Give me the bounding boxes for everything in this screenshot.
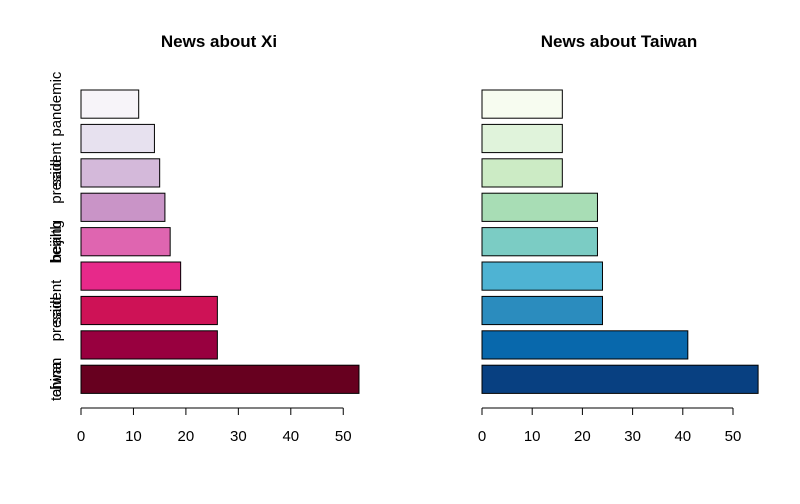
bar bbox=[481, 295, 603, 326]
x-tick-label: 30 bbox=[624, 428, 641, 445]
category-label: president bbox=[48, 279, 65, 342]
bar bbox=[80, 295, 218, 326]
x-tick-label: 0 bbox=[478, 428, 486, 445]
bar bbox=[481, 364, 759, 394]
chart-title: News about Xi bbox=[161, 32, 277, 51]
bar bbox=[80, 192, 166, 222]
chart-panel-xi: News about Xi china president beijing said pa… bbox=[48, 32, 360, 445]
bar bbox=[481, 158, 563, 188]
bar bbox=[80, 330, 218, 360]
bar bbox=[80, 89, 140, 119]
x-tick-label: 10 bbox=[524, 428, 541, 445]
x-tick-label: 20 bbox=[574, 428, 591, 445]
bar bbox=[481, 192, 598, 222]
bar bbox=[80, 227, 171, 257]
category-label: beijing bbox=[48, 220, 65, 263]
bar bbox=[481, 123, 563, 154]
x-tick-label: 50 bbox=[725, 428, 742, 445]
bar bbox=[80, 158, 161, 188]
category-label: pandemic bbox=[48, 71, 65, 137]
bar bbox=[481, 227, 598, 257]
bar bbox=[481, 330, 689, 360]
bar bbox=[80, 261, 182, 291]
x-tick-label: 20 bbox=[178, 428, 195, 445]
x-tick-label: 50 bbox=[335, 428, 352, 445]
category-label: said bbox=[48, 159, 65, 187]
x-tick-label: 0 bbox=[77, 428, 85, 445]
x-tick-label: 40 bbox=[674, 428, 691, 445]
chart-panel-taiwan: News about Taiwan taiwan said health preside… bbox=[48, 32, 759, 445]
bar bbox=[481, 261, 603, 291]
x-tick-label: 10 bbox=[125, 428, 142, 445]
bar bbox=[80, 123, 155, 154]
category-label: said bbox=[48, 297, 65, 325]
bar bbox=[481, 89, 563, 119]
category-label: health bbox=[48, 221, 65, 262]
category-label: taiwan bbox=[48, 358, 65, 401]
bar bbox=[80, 364, 360, 394]
x-tick-label: 40 bbox=[282, 428, 299, 445]
category-label: china bbox=[48, 361, 65, 398]
category-label: president bbox=[48, 141, 65, 204]
x-tick-label: 30 bbox=[230, 428, 247, 445]
chart-title: News about Taiwan bbox=[541, 32, 698, 51]
